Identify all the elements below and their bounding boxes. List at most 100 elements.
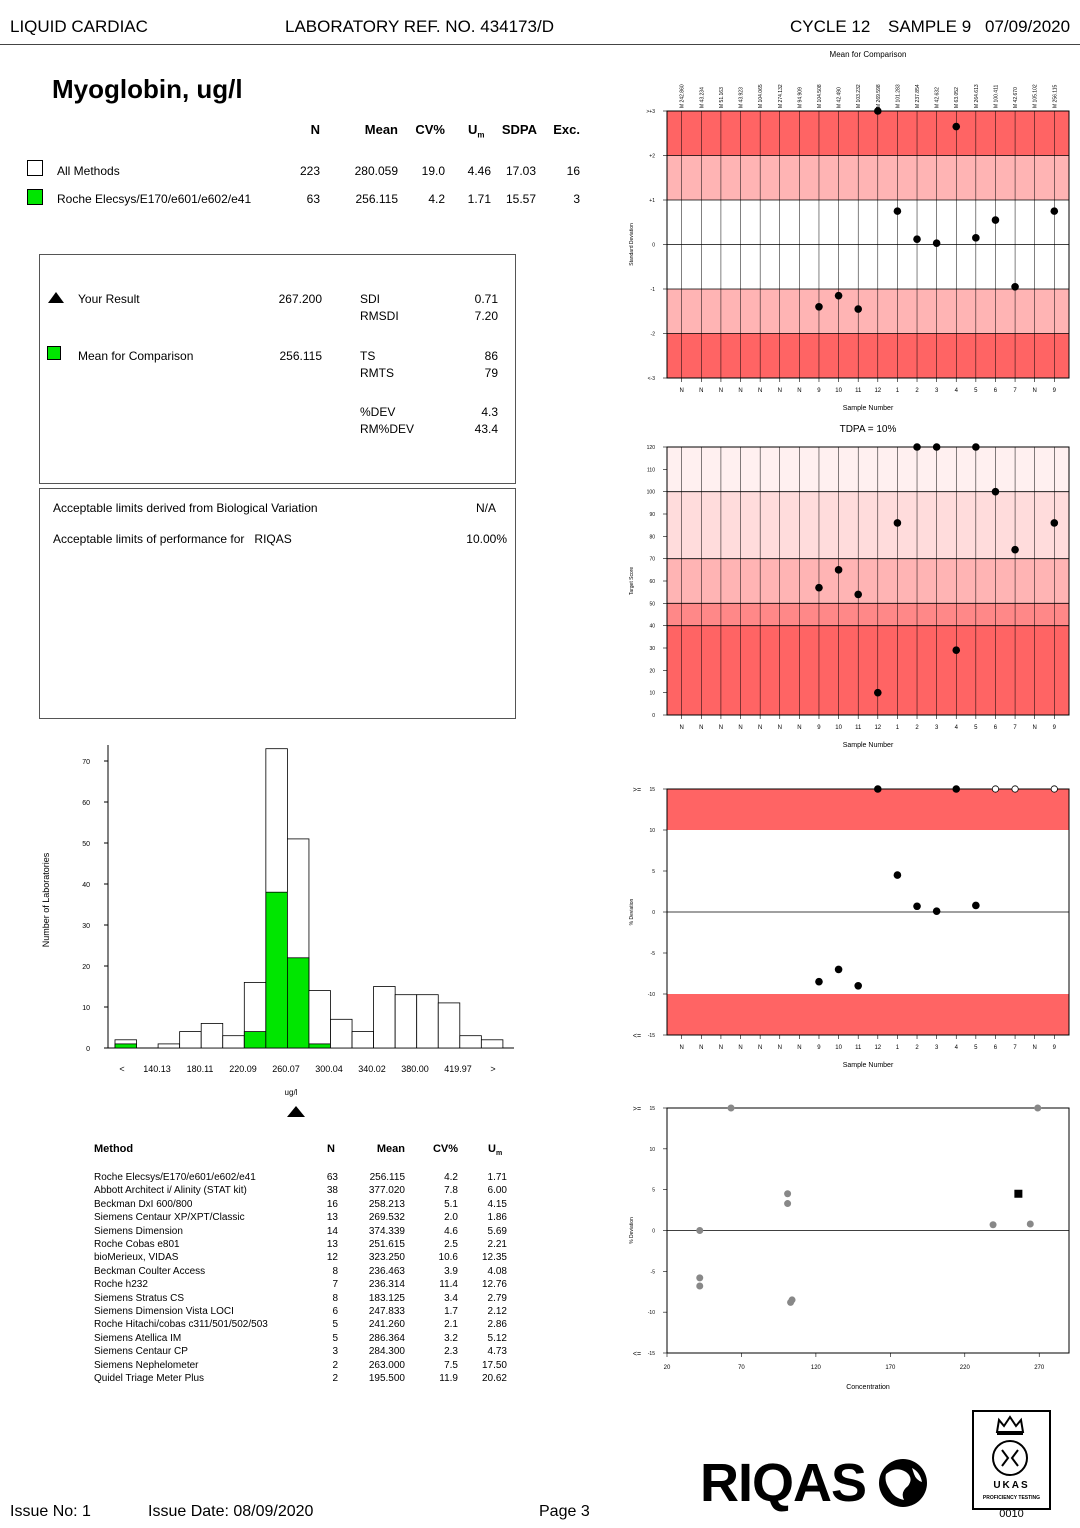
conc-y-tick-label: -15 (648, 1351, 655, 1357)
ts-chart: N N N N N N N 9 10 11 12 1 2 3 4 5 6 7 N 901020304050607080… (629, 424, 1070, 749)
histogram-bar (459, 1035, 482, 1049)
chart-top-label: M 105.102 (1033, 84, 1039, 108)
page-number: Page 3 (539, 1503, 590, 1520)
chart-top-label: M 42.490 (837, 87, 843, 108)
chart-band (667, 625, 1069, 715)
chart-point (874, 785, 882, 793)
header-rule (0, 44, 1080, 45)
chart-y-tick-label: 90 (649, 512, 655, 518)
chart-title: TDPA = 10% (840, 424, 897, 435)
chart-x-tick-label: 9 (817, 725, 821, 731)
chart-x-tick-label: 10 (835, 388, 842, 394)
ukas-emblem-icon (992, 1440, 1028, 1476)
chart-band (667, 491, 1069, 559)
chart-y-tick-label: 10 (649, 828, 655, 834)
conc-point (727, 1104, 735, 1112)
chart-x-tick-label: N (1033, 388, 1037, 394)
stats-mean: 256.115 (355, 192, 399, 206)
chart-x-tick-label: 2 (915, 388, 919, 394)
stats-cv: 4.2 (428, 192, 445, 206)
histogram-x-tick-label: 380.00 (401, 1064, 429, 1074)
stats-header-exc: Exc. (553, 122, 580, 137)
chart-point (913, 902, 921, 911)
methods-cell: 286.364 (368, 1332, 405, 1344)
chart-top-label: M 43.234 (699, 87, 705, 108)
methods-cell: 236.314 (368, 1279, 405, 1291)
methods-header-method: Method (94, 1143, 134, 1155)
chart-open-point (1050, 785, 1058, 793)
histogram-x-label: ug/l (285, 1088, 298, 1097)
chart-x-tick-label: 11 (855, 388, 862, 394)
chart-x-tick-label: 1 (896, 1045, 900, 1051)
chart-y-tick-label: 80 (649, 534, 655, 540)
stats-n: 223 (299, 164, 320, 178)
chart-y-tick-label: 5 (652, 869, 655, 875)
chart-x-tick-label: 11 (855, 725, 862, 731)
stats-header-cv: CV% (415, 122, 445, 137)
chart-x-tick-label: 7 (1013, 725, 1017, 731)
histogram-method-bar (286, 957, 310, 1049)
methods-cell: 63 (326, 1172, 338, 1183)
chart-x-label: Sample Number (843, 1062, 894, 1069)
stats-header-um: Um (468, 122, 485, 140)
chart-point (893, 519, 902, 527)
chart-point (815, 977, 823, 986)
chart-x-tick-label: N (778, 388, 782, 394)
result-box (39, 254, 516, 484)
methods-cell: Siemens Nephelometer (94, 1359, 199, 1371)
histogram-bar (437, 1002, 461, 1049)
chart-x-tick-label: N (797, 388, 801, 394)
conc-point (696, 1282, 704, 1290)
chart-x-tick-label: 9 (1053, 1045, 1057, 1051)
conc-point (989, 1221, 997, 1229)
chart-band (667, 447, 1069, 492)
methods-cell: 17.50 (481, 1359, 507, 1371)
methods-cell: Quidel Triage Meter Plus (94, 1373, 205, 1384)
conc-y-tick-label: 0 (652, 1229, 655, 1235)
chart-top-label: M 94.909 (797, 87, 803, 108)
methods-cell: 13 (326, 1212, 338, 1224)
chart-x-tick-label: 9 (1053, 388, 1057, 394)
chart-y-extreme-label: <= (633, 1033, 641, 1040)
conc-y-tick-label: -10 (648, 1310, 655, 1316)
chart-top-label: M 264.613 (974, 84, 980, 108)
chart-x-tick-label: N (758, 725, 762, 731)
methods-header-cv: CV% (432, 1143, 458, 1155)
chart-top-label: M 42.670 (1013, 87, 1019, 108)
chart-y-label: Standard Deviation (629, 223, 635, 266)
methods-cell: Siemens Centaur CP (94, 1346, 188, 1358)
conc-point (696, 1274, 704, 1282)
crown-icon (995, 1415, 1025, 1435)
chart-top-label: M 42.632 (935, 87, 941, 108)
methods-cell: Abbott Architect i/ Alinity (STAT kit) (94, 1185, 247, 1197)
chart-x-tick-label: N (797, 1045, 801, 1051)
your-result-value: 267.200 (278, 292, 322, 306)
methods-cell: 3.9 (444, 1265, 458, 1277)
methods-cell: Siemens Dimension Vista LOCI (94, 1306, 234, 1317)
chart-x-tick-label: N (680, 725, 684, 731)
methods-cell: 3.4 (444, 1292, 458, 1304)
chart-x-tick-label: N (758, 388, 762, 394)
chart-x-tick-label: 5 (974, 725, 978, 731)
methods-cell: 183.125 (368, 1292, 405, 1304)
methods-cell: Roche Elecsys/E170/e601/e602/e41 (94, 1172, 256, 1183)
chart-y-tick-label: -2 (651, 332, 656, 338)
chart-point (952, 646, 961, 655)
stats-header-sdpa: SDPA (501, 122, 537, 137)
methods-cell: 256.115 (369, 1172, 405, 1183)
methods-cell: 2.3 (444, 1346, 458, 1358)
chart-top-label: M 100.411 (993, 85, 999, 108)
methods-cell: 4.73 (487, 1346, 507, 1358)
chart-band (667, 603, 1069, 626)
chart-top-label: M 269.598 (876, 84, 882, 108)
ukas-subtext: PROFICIENCY TESTING (982, 1495, 1041, 1501)
conc-your-result-point (1014, 1189, 1023, 1198)
mean-value: 256.115 (279, 349, 323, 363)
conc-point (1034, 1104, 1042, 1112)
chart-x-tick-label: N (738, 725, 742, 731)
methods-cell: 10.6 (438, 1252, 458, 1264)
histogram-x-tick-label: 419.97 (444, 1064, 472, 1074)
methods-cell: 2.21 (487, 1239, 507, 1250)
methods-cell: Roche Hitachi/cobas c311/501/502/503 (94, 1319, 268, 1331)
conc-x-tick-label: 220 (960, 1365, 971, 1371)
